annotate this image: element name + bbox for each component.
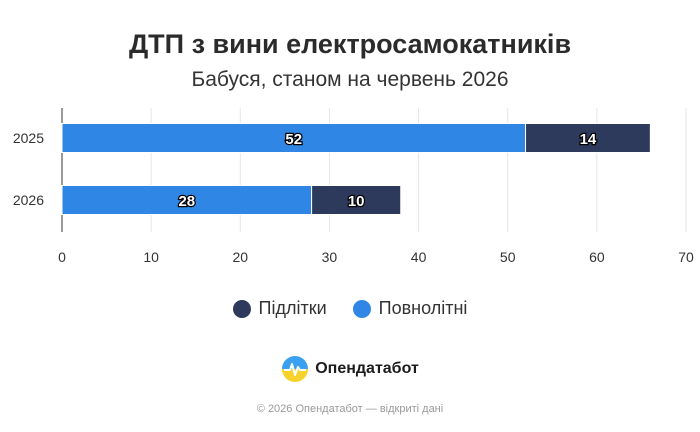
- x-tick-label: 60: [589, 249, 605, 265]
- data-label: 52: [285, 131, 302, 148]
- legend-label-teens: Підлітки: [258, 298, 327, 318]
- legend-swatch-teens: [232, 299, 251, 318]
- y-tick-label: 2025: [13, 130, 44, 146]
- brand: Опендатабот: [0, 355, 700, 383]
- legend: Підлітки Повнолітні: [0, 298, 700, 319]
- brand-name: Опендатабот: [315, 360, 419, 377]
- opendatabot-logo-icon: [282, 356, 309, 382]
- x-tick-label: 40: [411, 249, 427, 265]
- x-tick-label: 70: [678, 249, 694, 265]
- data-label: 10: [348, 193, 365, 210]
- x-tick-label: 50: [500, 249, 516, 265]
- bar-chart: 0 10 20 30 40 50 60 70 2025 52 14 2026 28 10: [13, 108, 694, 265]
- x-tick-label: 0: [58, 249, 66, 265]
- legend-swatch-adults: [352, 299, 371, 318]
- bar-segment: [61, 185, 313, 215]
- legend-item-teens[interactable]: Підлітки: [232, 298, 327, 319]
- bar-segment: [525, 123, 651, 153]
- x-tick-label: 20: [232, 249, 248, 265]
- footer: © 2026 Опендатабот — відкриті дані: [256, 403, 444, 415]
- legend-item-adults[interactable]: Повнолітні: [352, 298, 468, 319]
- chart-subtitle: Бабуся, станом на червень 2026: [191, 68, 509, 91]
- bar-segment: [311, 185, 402, 215]
- legend-label-adults: Повнолітні: [378, 298, 468, 318]
- data-label: 28: [178, 193, 195, 210]
- y-tick-label: 2026: [13, 192, 44, 208]
- x-tick-label: 30: [322, 249, 338, 265]
- chart-title: ДТП з вини електросамокатників: [128, 29, 572, 59]
- bar-segment: [61, 123, 527, 153]
- data-label: 14: [580, 131, 597, 148]
- x-tick-label: 10: [143, 249, 159, 265]
